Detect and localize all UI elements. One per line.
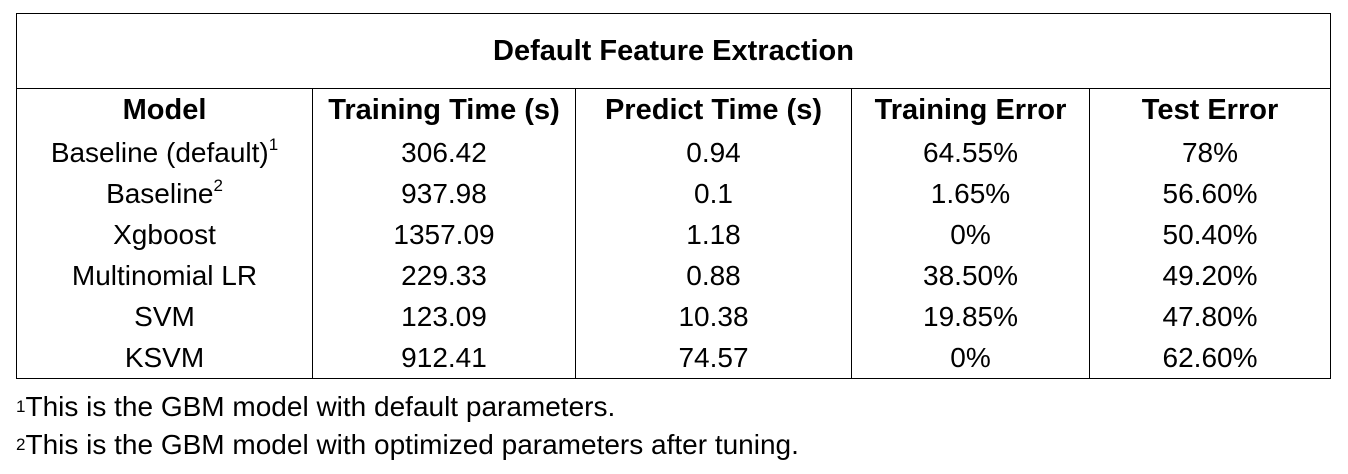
footnotes: 1 This is the GBM model with default para… xyxy=(16,388,799,464)
table-row: Multinomial LR 229.33 0.88 38.50% 49.20% xyxy=(16,255,1332,296)
training-time-cell: 937.98 xyxy=(312,173,576,214)
training-error-cell: 1.65% xyxy=(851,173,1090,214)
model-name: Multinomial LR xyxy=(71,259,258,291)
footnote-text: This is the GBM model with default param… xyxy=(25,391,616,422)
predict-time-cell: 0.94 xyxy=(575,132,852,173)
model-cell: Xgboost xyxy=(16,214,313,255)
table-body: Baseline (default)1 306.42 0.94 64.55% 7… xyxy=(16,132,1332,379)
header-row: Model Training Time (s) Predict Time (s)… xyxy=(16,88,1332,132)
training-time-cell: 229.33 xyxy=(312,255,576,296)
table-row: KSVM 912.41 74.57 0% 62.60% xyxy=(16,337,1332,379)
predict-time-cell: 74.57 xyxy=(575,337,852,379)
test-error-cell: 47.80% xyxy=(1088,296,1332,337)
model-cell: SVM xyxy=(16,296,313,337)
training-error-cell: 0% xyxy=(851,337,1090,379)
model-name: Baseline xyxy=(106,177,214,209)
test-error-cell: 78% xyxy=(1088,132,1332,173)
footnote-text: This is the GBM model with optimized par… xyxy=(25,429,799,460)
column-header-test-error: Test Error xyxy=(1088,88,1332,132)
test-error-cell: 50.40% xyxy=(1088,214,1332,255)
predict-time-cell: 1.18 xyxy=(575,214,852,255)
table-row: Xgboost 1357.09 1.18 0% 50.40% xyxy=(16,214,1332,255)
training-time-cell: 912.41 xyxy=(312,337,576,379)
model-cell: Multinomial LR xyxy=(16,255,313,296)
model-cell: Baseline2 xyxy=(16,173,313,214)
table-row: Baseline (default)1 306.42 0.94 64.55% 7… xyxy=(16,132,1332,173)
model-cell: Baseline (default)1 xyxy=(16,132,313,173)
results-table-container: Default Feature Extraction Model Trainin… xyxy=(15,13,1332,379)
table-row: SVM 123.09 10.38 19.85% 47.80% xyxy=(16,296,1332,337)
training-time-cell: 123.09 xyxy=(312,296,576,337)
model-name: Xgboost xyxy=(113,218,216,250)
predict-time-cell: 0.88 xyxy=(575,255,852,296)
predict-time-cell: 0.1 xyxy=(575,173,852,214)
footnote-2: 2 This is the GBM model with optimized pa… xyxy=(16,429,799,460)
predict-time-cell: 10.38 xyxy=(575,296,852,337)
table-row: Baseline2 937.98 0.1 1.65% 56.60% xyxy=(16,173,1332,214)
test-error-cell: 49.20% xyxy=(1088,255,1332,296)
column-header-model: Model xyxy=(16,88,313,132)
test-error-cell: 56.60% xyxy=(1088,173,1332,214)
column-header-predict-time: Predict Time (s) xyxy=(575,88,852,132)
footnote-marker: 1 xyxy=(268,134,279,154)
training-time-cell: 306.42 xyxy=(312,132,576,173)
model-name: Baseline (default) xyxy=(50,136,269,168)
test-error-cell: 62.60% xyxy=(1088,337,1332,379)
column-header-training-error: Training Error xyxy=(851,88,1090,132)
model-name: KSVM xyxy=(124,341,205,373)
training-error-cell: 38.50% xyxy=(851,255,1090,296)
model-cell: KSVM xyxy=(16,337,313,379)
footnote-1: 1 This is the GBM model with default para… xyxy=(16,391,616,422)
training-time-cell: 1357.09 xyxy=(312,214,576,255)
column-header-training-time: Training Time (s) xyxy=(312,88,576,132)
footnote-marker: 2 xyxy=(213,175,223,195)
training-error-cell: 19.85% xyxy=(851,296,1090,337)
training-error-cell: 0% xyxy=(851,214,1090,255)
model-name: SVM xyxy=(134,300,195,332)
training-error-cell: 64.55% xyxy=(851,132,1090,173)
table-title: Default Feature Extraction xyxy=(15,13,1332,89)
results-table: Default Feature Extraction Model Trainin… xyxy=(15,13,1332,379)
